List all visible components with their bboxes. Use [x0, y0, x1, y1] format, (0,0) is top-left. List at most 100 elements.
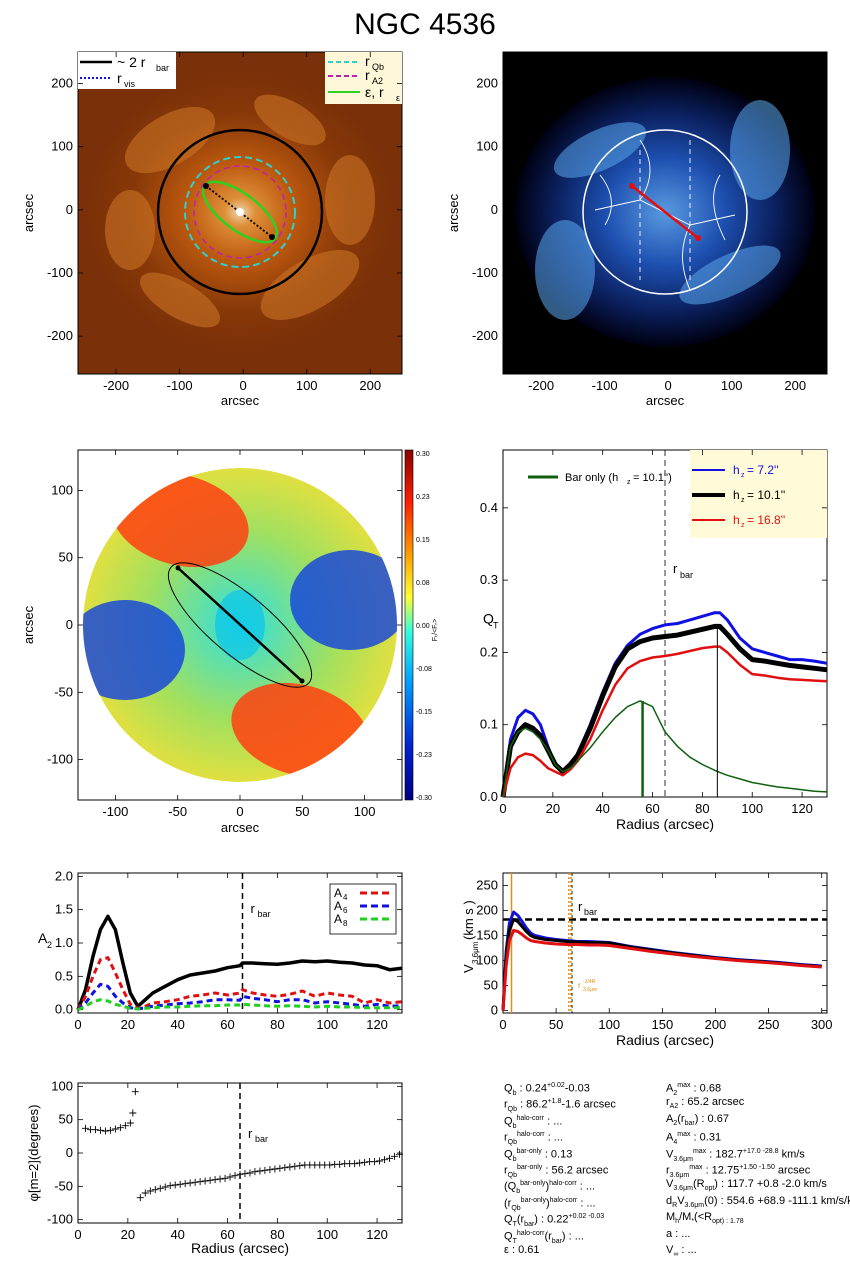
legend-text: A [334, 912, 342, 926]
y-tick-label: 0 [66, 617, 73, 632]
y-tick-label: 0.0 [55, 1002, 73, 1017]
legend-text: h [733, 488, 740, 502]
rotation-series-line [501, 918, 822, 1011]
colorbar-tick-label: -0.08 [416, 666, 432, 673]
y-tick-label: -200 [472, 328, 498, 343]
phase-point [371, 1158, 379, 1166]
x-tick-label: 50 [549, 1017, 563, 1032]
phase-point [351, 1160, 359, 1168]
rbar-label: r [248, 1126, 253, 1141]
x-tick-label: 100 [296, 378, 318, 393]
parameter-part: -0.03 [564, 1082, 590, 1095]
colorbar-tick-label: -0.15 [416, 709, 432, 716]
parameter-part: b [512, 1155, 517, 1163]
x-tick-label: 60 [220, 1227, 234, 1242]
x-tick-label: 200 [359, 378, 381, 393]
bar-end-marker [175, 565, 181, 571]
x-tick-label: 0 [236, 804, 243, 819]
parameter-part: Q [504, 1148, 513, 1161]
parameter-part: ) : 0.67 [694, 1112, 729, 1125]
parameter-part: b [512, 1122, 517, 1130]
page-title: NGC 4536 [354, 8, 496, 41]
x-tick-label: 0 [499, 801, 506, 816]
x-tick-label: 100 [316, 1227, 338, 1242]
x-axis-label: arcsec [221, 820, 260, 835]
x-tick-label: 200 [705, 1017, 727, 1032]
y-tick-label: -100 [47, 265, 73, 280]
y-tick-label: -50 [54, 1178, 73, 1193]
rbar-sub: bar [255, 1134, 268, 1144]
parameter-part: arcsec [580, 1099, 616, 1112]
x-tick-label: 0 [665, 378, 672, 393]
y-tick-label: 1.5 [55, 902, 73, 917]
x-axis-label: arcsec [646, 393, 685, 408]
phase-point [271, 1165, 279, 1173]
y-tick-label: 250 [476, 878, 498, 893]
x-tick-label: 80 [270, 1017, 284, 1032]
phase-point [396, 1150, 404, 1158]
parameter-part: Q [504, 1213, 513, 1226]
x-tick-label: 50 [295, 804, 309, 819]
x-axis-label: arcsec [221, 393, 260, 408]
legend-sub: 6 [343, 906, 348, 915]
legend-text: h [733, 463, 740, 477]
y-tick-label: 200 [476, 76, 498, 91]
parameter-part: 2 [673, 1089, 678, 1097]
y-axis-sub: 2 [47, 940, 52, 950]
x-tick-label: -200 [528, 378, 554, 393]
x-tick-label: 0 [74, 1227, 81, 1242]
residual-panel [502, 51, 828, 375]
parameter-part: ) : ... [561, 1230, 584, 1243]
phase-point [176, 1180, 184, 1188]
parameter-part: d [666, 1194, 673, 1207]
rbar-sub: bar [584, 907, 597, 917]
colorbar-label: Fₜ/<Fᵣ> [432, 619, 439, 641]
y-tick-label: 100 [51, 139, 73, 154]
parameter-part: Qb [511, 1204, 521, 1212]
parameter-part: +0.8 -2.0 km/s [753, 1178, 827, 1191]
y-tick-label: 0.4 [480, 500, 498, 515]
phase-point [146, 1187, 154, 1195]
parameter-row: A2max : 0.68 [666, 1078, 850, 1097]
y-tick-label: 150 [476, 928, 498, 943]
parameter-row: Mh/M*(<Ropt) : 1.78 [666, 1209, 850, 1225]
x-tick-label: 120 [366, 1017, 388, 1032]
parameter-row: Qb : 0.24+0.02-0.03 [504, 1078, 616, 1097]
y-axis-label: Q [483, 611, 494, 627]
y-tick-label: 100 [51, 1078, 73, 1093]
y-tick-label: 100 [476, 953, 498, 968]
phase-point [226, 1173, 234, 1181]
x-tick-label: 60 [645, 801, 659, 816]
residual-texture [535, 100, 790, 320]
phase-point [211, 1176, 219, 1184]
amplitude-series-line [76, 956, 403, 1011]
legend-text: A [334, 899, 342, 913]
x-tick-label: 40 [595, 801, 609, 816]
parameter-part: 2 [673, 1119, 678, 1127]
phase-point [166, 1182, 174, 1190]
phase-point [246, 1169, 254, 1177]
x-tick-label: 100 [354, 804, 376, 819]
parameter-part: +17.0 -28.8 [742, 1147, 779, 1155]
parameter-part: ∞ [673, 1251, 679, 1259]
parameter-part: bar-only [517, 1163, 543, 1171]
legend-right [325, 52, 402, 104]
legend-text: ~ 2 r [117, 54, 146, 70]
phase-point [261, 1166, 269, 1174]
phase-point [256, 1167, 264, 1175]
parameter-part: Qb [507, 1171, 518, 1179]
parameter-part: : ... [576, 1181, 596, 1193]
parameter-part: T [512, 1237, 517, 1245]
x-tick-label: 120 [366, 1227, 388, 1242]
parameter-part: max [677, 1131, 691, 1139]
bar-end-marker [629, 183, 635, 189]
parameter-part: A [666, 1082, 674, 1095]
parameter-part: bar [684, 1119, 695, 1127]
parameters-left: Qb : 0.24+0.02-0.03 rQb : 86.2+1.8-1.6 ar… [504, 1078, 616, 1258]
parameter-row: rQbhalo-corr : ... [504, 1127, 616, 1146]
parameter-part: A2 [669, 1103, 679, 1111]
bar-ellipse [167, 562, 313, 688]
phase-point [111, 1125, 119, 1133]
parameter-part: Q [504, 1230, 513, 1243]
parameter-part: bar-only [520, 1196, 546, 1204]
